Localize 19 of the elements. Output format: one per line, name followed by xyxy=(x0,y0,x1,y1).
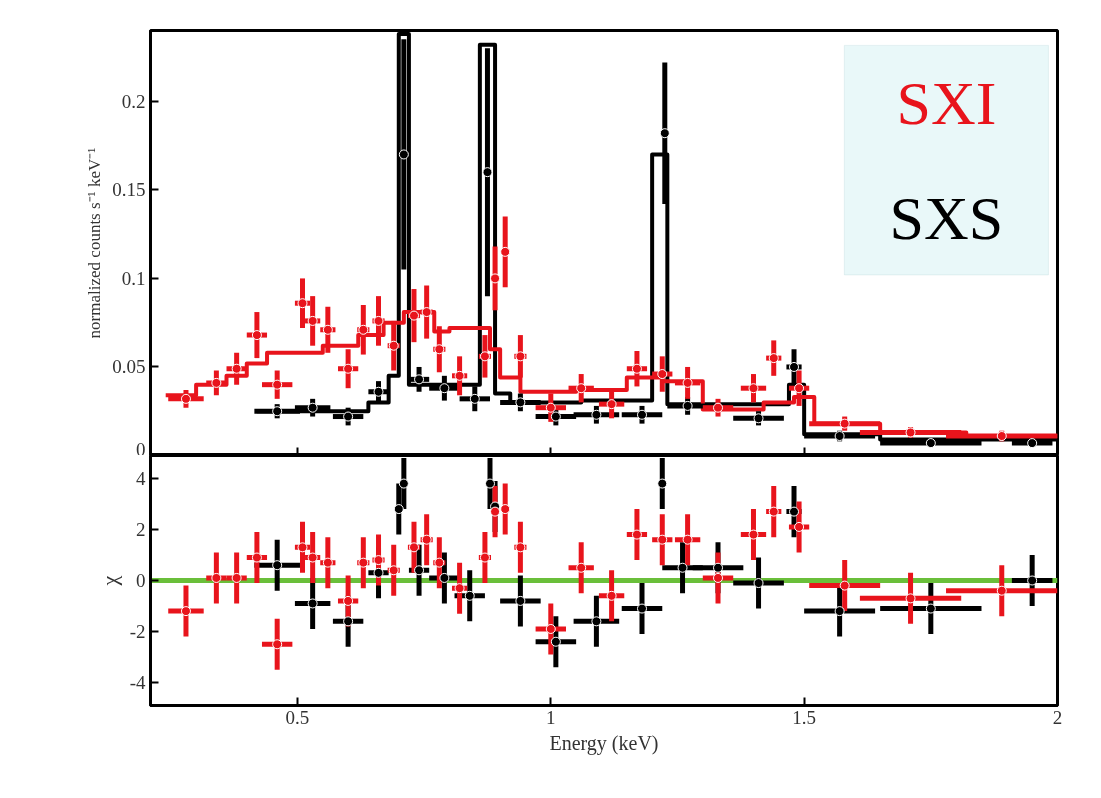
y-tick-label: 0.1 xyxy=(121,267,146,289)
x-tick-label: 2 xyxy=(1052,706,1063,728)
y-axis-title: normalized counts s⁻¹ keV⁻¹ xyxy=(85,147,105,339)
x-axis-title: Energy (keV) xyxy=(549,731,659,755)
y-tick-label: 0.05 xyxy=(112,356,146,378)
x-tick-label: 0.5 xyxy=(285,706,310,728)
y-tick-label: 0.15 xyxy=(112,179,146,201)
y-tick-label: 2 xyxy=(136,518,146,540)
x-tick-label: 1.5 xyxy=(792,706,817,728)
y-tick-label: 0 xyxy=(136,438,146,460)
text: SXS xyxy=(889,183,1004,252)
y-axis-title: χ xyxy=(96,575,122,587)
y-tick-label: -2 xyxy=(129,621,146,643)
x-tick-label: 1 xyxy=(546,706,556,728)
y-tick-label: 4 xyxy=(136,467,146,489)
y-tick-label: 0.2 xyxy=(121,90,146,112)
y-tick-label: -4 xyxy=(129,672,146,694)
y-tick-label: 0 xyxy=(136,570,146,591)
text: SXI xyxy=(896,68,997,137)
